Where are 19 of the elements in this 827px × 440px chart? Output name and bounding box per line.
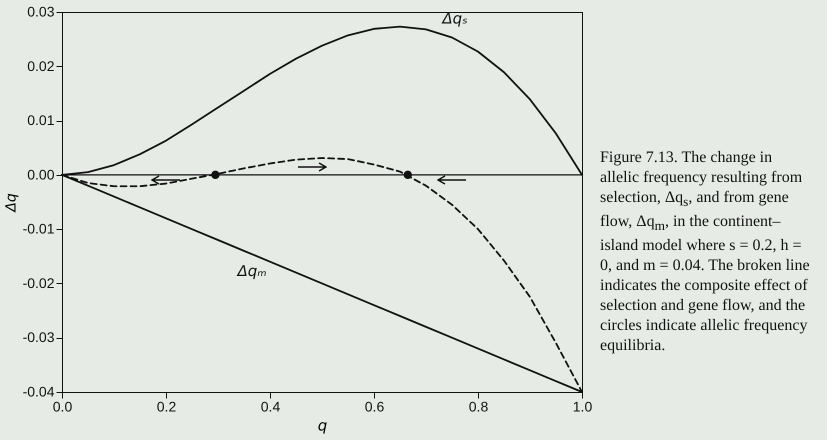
y-tick-label: 0.03 bbox=[27, 4, 55, 20]
y-tick-label: 0.00 bbox=[27, 166, 55, 182]
series-label: Δqₛ bbox=[441, 10, 468, 28]
x-tick-label: 0.6 bbox=[364, 398, 384, 414]
x-tick-label: 0.8 bbox=[468, 398, 488, 414]
x-tick-label: 0.0 bbox=[52, 398, 72, 414]
y-tick-label: -0.02 bbox=[22, 274, 55, 291]
x-tick-label: 0.4 bbox=[260, 398, 280, 414]
y-tick-label: -0.03 bbox=[22, 329, 55, 346]
y-tick-label: -0.04 bbox=[22, 384, 55, 400]
y-tick-label: -0.01 bbox=[22, 220, 55, 237]
x-axis-title: q bbox=[318, 416, 328, 434]
x-tick-label: 1.0 bbox=[572, 398, 592, 414]
x-tick-label: 0.2 bbox=[156, 398, 176, 414]
text: Figure 7.13. The change in allelic frequency resulting from selection, Δq$_{s}$, and from gene flow, Δq$_{m}$, in the continent–island model where s = 0.2, h = 0, and m = 0.04. The broken line indicates the composite effect of selection and gene flow, and the circles indicate allelic frequency equilibria. bbox=[600, 149, 810, 354]
series-label: Δqₘ bbox=[236, 262, 267, 280]
y-axis-title: Δq bbox=[4, 193, 20, 213]
y-tick-label: 0.01 bbox=[27, 112, 55, 128]
y-tick-label: 0.02 bbox=[27, 58, 55, 74]
